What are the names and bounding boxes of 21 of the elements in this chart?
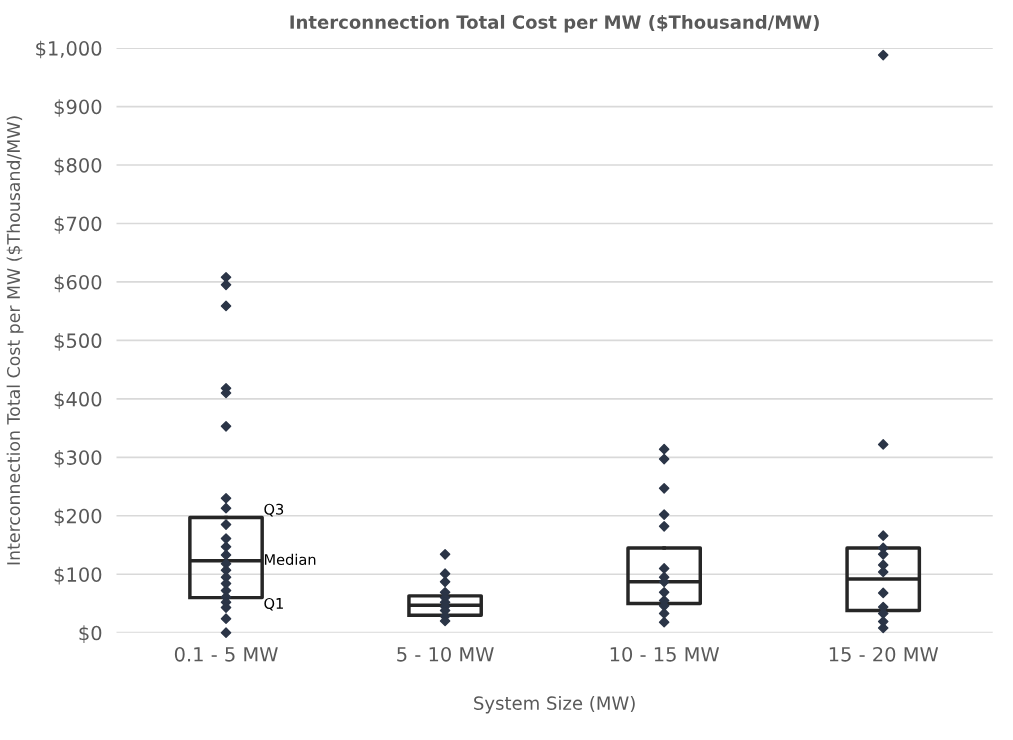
annotation: Median [264, 553, 316, 566]
y-tick-label: $100 [54, 566, 102, 585]
annotation: Q1 [264, 597, 283, 611]
y-axis-title: Interconnection Total Cost per MW ($Thousand/MW) [6, 116, 24, 565]
y-tick-label: $800 [54, 157, 102, 176]
y-tick-label: $500 [54, 333, 102, 351]
y-tick-label: $200 [54, 508, 102, 527]
y-tick-label: $400 [54, 391, 102, 410]
y-tick-label: $1,000 [36, 40, 102, 59]
y-tick-label: $0 [79, 625, 102, 643]
y-tick-label: $900 [54, 99, 102, 117]
x-tick-label: 5 - 10 MW [397, 646, 494, 662]
y-tick-label: $300 [54, 449, 102, 468]
x-axis-title: System Size (MW) [474, 695, 635, 714]
x-tick-label: 15 - 20 MW [829, 646, 939, 662]
annotation: Q3 [264, 503, 284, 517]
y-tick-label: $700 [54, 216, 102, 234]
x-tick-label: 10 - 15 MW [610, 646, 720, 662]
x-tick-label: 0.1 - 5 MW [174, 646, 278, 662]
chart-title: Interconnection Total Cost per MW ($Thousand/MW) [290, 14, 819, 33]
y-tick-label: $600 [54, 274, 102, 293]
